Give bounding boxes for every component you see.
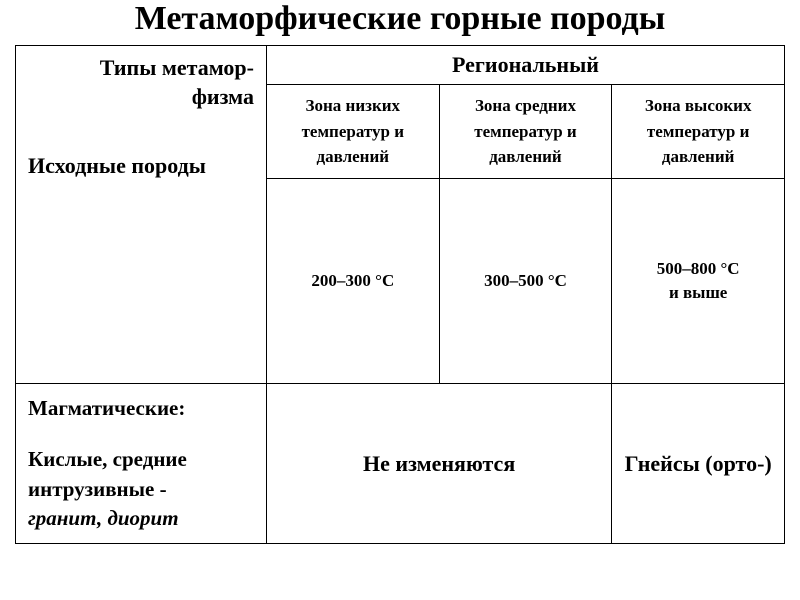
zone-low-header: Зона низких температур и давлений xyxy=(266,85,439,179)
source-magmatic-examples: гранит, диорит xyxy=(28,504,254,533)
source-magmatic-title: Магматические: xyxy=(28,394,254,423)
result-high: Гнейсы (орто-) xyxy=(612,383,785,544)
source-magmatic-subtype: Кислые, средние интрузивные - xyxy=(28,445,254,504)
page-title: Метаморфические горные породы xyxy=(0,0,800,45)
temp-low-cell: 200–300 °C xyxy=(266,178,439,383)
metamorphism-types-label: Типы метамор- физма xyxy=(28,54,254,111)
temp-mid-cell: 300–500 °C xyxy=(439,178,612,383)
row-header-types-source: Типы метамор- физма Исходные породы xyxy=(16,46,267,384)
source-magmatic: Магматические: Кислые, средние интрузивн… xyxy=(16,383,267,544)
zone-mid-header: Зона средних температур и давлений xyxy=(439,85,612,179)
source-rocks-label: Исходные породы xyxy=(28,152,254,181)
zone-high-header: Зона высоких температур и давлений xyxy=(612,85,785,179)
metamorphic-rocks-table: Типы метамор- физма Исходные породы Реги… xyxy=(15,45,785,544)
regional-header: Региональный xyxy=(266,46,784,85)
temp-high-cell: 500–800 °C и выше xyxy=(612,178,785,383)
result-low-mid: Не изменяются xyxy=(266,383,611,544)
